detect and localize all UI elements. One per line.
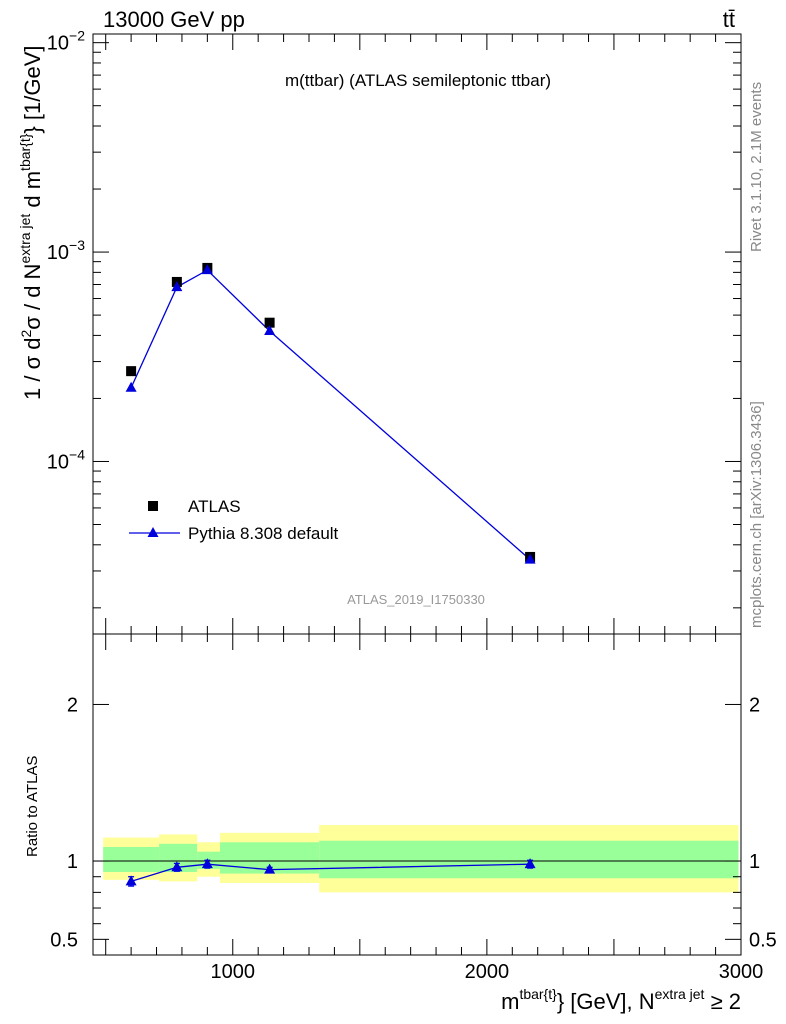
pythia-point bbox=[125, 381, 137, 392]
ratio-band-inner bbox=[319, 840, 739, 879]
analysis-watermark: ATLAS_2019_I1750330 bbox=[347, 592, 485, 607]
legend-pythia-label: Pythia 8.308 default bbox=[188, 524, 339, 543]
tick-mantissa: 10 bbox=[47, 451, 69, 473]
pythia-point bbox=[264, 324, 276, 335]
x-tick-label: 3000 bbox=[719, 961, 764, 983]
ratio-band-inner bbox=[103, 846, 160, 873]
pythia-point bbox=[524, 553, 536, 564]
tick-exponent: −4 bbox=[69, 446, 85, 462]
atlas-point bbox=[264, 317, 275, 328]
xlabel-part: m bbox=[501, 989, 519, 1014]
xlabel-part: ≥ 2 bbox=[704, 989, 741, 1014]
x-tick-label: 1000 bbox=[211, 961, 256, 983]
x-ticks bbox=[105, 34, 742, 955]
main-y-tick-label: 10−2 bbox=[47, 28, 85, 55]
header-right: tt̄ bbox=[723, 7, 735, 32]
ylabel-sup: extra jet bbox=[17, 214, 33, 264]
xlabel-sup: extra jet bbox=[655, 986, 705, 1002]
tick-mantissa: 10 bbox=[47, 242, 69, 264]
ratio-pythia-point bbox=[201, 858, 213, 869]
ylabel-part: } [1/GeV] bbox=[20, 46, 45, 134]
ylabel-part: 1 / σ d bbox=[20, 338, 45, 401]
ratio-pythia-point bbox=[171, 861, 183, 872]
rivet-version-label: Rivet 3.1.10, 2.1M events bbox=[748, 82, 765, 252]
main-y-axis-label: 1 / σ d2σ / d Nextra jet d mtbar{t}} [1/… bbox=[17, 46, 45, 401]
ratio-y-axis-label: Ratio to ATLAS bbox=[24, 756, 41, 857]
ylabel-sup: 2 bbox=[18, 330, 34, 338]
pythia-line bbox=[130, 269, 531, 561]
ratio-y-tick-label: 2 bbox=[67, 694, 78, 716]
pythia-point bbox=[201, 264, 213, 275]
tick-exponent: −2 bbox=[69, 28, 85, 44]
legend-atlas-label: ATLAS bbox=[188, 497, 241, 516]
ratio-plot-frame bbox=[92, 633, 742, 956]
x-axis-label: mtbar{t}} [GeV], Nextra jet ≥ 2 bbox=[501, 986, 741, 1014]
legend-pythia-marker bbox=[147, 527, 159, 537]
ratio-y-tick-label: 0.5 bbox=[50, 929, 78, 951]
ratio-pythia-point bbox=[264, 863, 276, 874]
header-left: 13000 GeV pp bbox=[103, 7, 245, 32]
tick-mantissa: 10 bbox=[47, 33, 69, 55]
ratio-pythia-point bbox=[524, 858, 536, 869]
main-y-tick-label: 10−4 bbox=[47, 446, 85, 473]
ratio-y-tick-label-right: 0.5 bbox=[749, 929, 777, 951]
legend-atlas-marker bbox=[148, 501, 158, 511]
ratio-y-tick-label-right: 2 bbox=[749, 694, 760, 716]
ratio-bands bbox=[103, 825, 739, 893]
main-y-ticks bbox=[93, 42, 741, 609]
ratio-pythia-point bbox=[125, 875, 137, 886]
ratio-y-ticks bbox=[93, 703, 741, 940]
xlabel-sup: tbar{t} bbox=[519, 986, 557, 1002]
pythia-point bbox=[171, 281, 183, 292]
ylabel-part: σ / d N bbox=[20, 264, 45, 330]
main-plot-frame bbox=[92, 33, 742, 635]
ratio-y-tick-label-right: 1 bbox=[749, 851, 760, 873]
ylabel-part: d m bbox=[20, 171, 45, 214]
plot-title: m(ttbar) (ATLAS semileptonic ttbar) bbox=[285, 71, 551, 90]
xlabel-part: } [GeV], N bbox=[557, 989, 655, 1014]
legend: ATLAS Pythia 8.308 default bbox=[129, 497, 339, 543]
tick-exponent: −3 bbox=[69, 237, 85, 253]
main-y-tick-label: 10−3 bbox=[47, 237, 85, 264]
ylabel-sup: tbar{t} bbox=[17, 133, 33, 171]
x-tick-label: 2000 bbox=[465, 961, 510, 983]
atlas-point bbox=[126, 366, 137, 377]
source-url-label: mcplots.cern.ch [arXiv:1306.3436] bbox=[748, 401, 765, 628]
ratio-y-tick-label: 1 bbox=[67, 851, 78, 873]
